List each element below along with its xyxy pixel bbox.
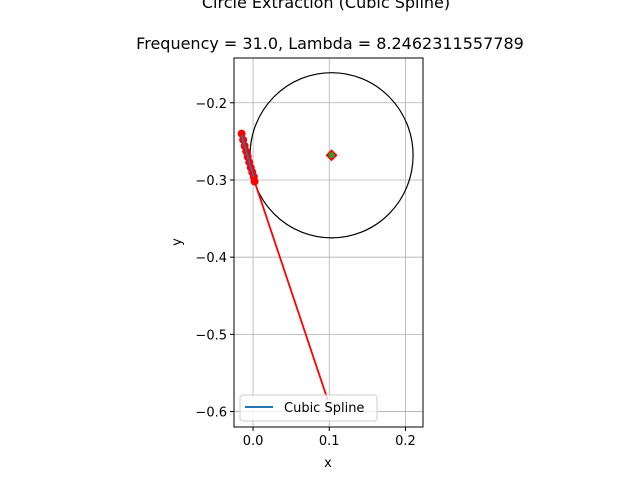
plot-area <box>234 58 423 427</box>
x-tick-label: 0.0 <box>243 434 264 449</box>
data-point <box>250 177 259 186</box>
y-axis-label: y <box>170 238 185 246</box>
y-tick-label: −0.2 <box>195 97 227 112</box>
center-point <box>328 152 335 159</box>
cubic-spline-line <box>240 134 255 178</box>
plot-frame <box>233 57 424 428</box>
y-tick-label: −0.4 <box>195 251 227 266</box>
y-tick-label: −0.3 <box>195 174 227 189</box>
chart-title: Circle Extraction (Cubic Spline) <box>202 0 450 12</box>
x-axis-label: x <box>324 456 332 471</box>
legend-box <box>239 394 378 422</box>
legend: Cubic Spline <box>239 394 378 422</box>
y-tick-label: −0.6 <box>195 406 227 421</box>
series-layer <box>237 72 414 401</box>
axis-ticks: 0.0 0.1 0.2 −0.2 −0.3 −0.4 −0.5 −0.6 <box>195 97 415 449</box>
legend-label-cubic-spline: Cubic Spline <box>284 401 364 416</box>
y-tick-label: −0.5 <box>195 328 227 343</box>
data-point <box>237 129 246 138</box>
chart-subtitle: Frequency = 31.0, Lambda = 8.24623115577… <box>136 34 524 53</box>
x-tick-label: 0.1 <box>319 434 340 449</box>
x-tick-label: 0.2 <box>395 434 416 449</box>
